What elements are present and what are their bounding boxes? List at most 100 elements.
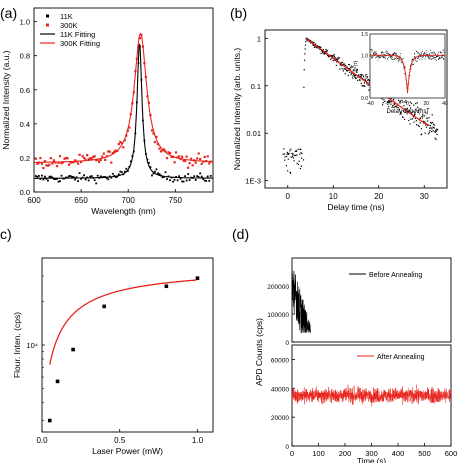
panel-d-top-legend-entry: Before Annealing [369, 272, 422, 279]
panel-b-inset-point [381, 51, 383, 53]
panel-a-point-300k [58, 155, 62, 158]
panel-b-inset-point [424, 58, 426, 60]
panel-b-inset-point [423, 53, 425, 54]
panel-b-point [415, 120, 417, 122]
panel-c-point [47, 418, 52, 423]
panel-a-point-11k [187, 173, 190, 175]
panel-a-point-11k [105, 177, 108, 179]
panel-a-point-300k [168, 151, 172, 155]
panel-b-point [303, 59, 306, 61]
panel-b-point [429, 127, 431, 129]
panel-b-inset-point [408, 77, 410, 79]
panel-a-point-11k [152, 172, 155, 175]
panel-a-point-300k [40, 162, 44, 165]
panel-b-point [290, 156, 292, 158]
panel-b-inset-point [420, 54, 422, 56]
panel-b-point [339, 68, 341, 70]
panel-b-inset-point [423, 54, 425, 55]
panel-a-point-11k [169, 179, 171, 182]
panel-b-point [434, 131, 437, 133]
panel-a-point-300k [170, 155, 173, 158]
panel-b-inset-point [380, 56, 382, 58]
panel-b-inset-point [400, 57, 402, 59]
panel-b-point [424, 124, 427, 126]
panel-b-inset-point [375, 51, 377, 53]
panel-b-point [366, 76, 368, 78]
panel-b-inset-point [376, 53, 378, 55]
panel-a-xtick-label: 700 [122, 196, 136, 205]
panel-a-point-300k [93, 155, 96, 158]
panel-b-inset-point [431, 56, 433, 57]
panel-b-inset-point [397, 58, 398, 59]
panel-a-point-300k [66, 157, 69, 160]
panel-d-xtick-label: 400 [392, 449, 405, 458]
panel-b-point [417, 110, 420, 112]
panel-b-point [404, 111, 407, 113]
panel-a-point-11k [173, 178, 176, 181]
panel-a-point-11k [157, 172, 159, 175]
panel-b-point [325, 48, 327, 51]
panel-a-point-300k [96, 158, 99, 161]
panel-b-point [382, 102, 384, 104]
panel-b-inset-point [397, 55, 399, 57]
panel-a-ytick-label: 0.6 [20, 86, 30, 95]
panel-a-point-300k [165, 156, 169, 160]
panel-a-point-300k [187, 166, 190, 169]
panel-b-inset-point [374, 51, 376, 53]
panel-b-inset-point [378, 57, 380, 59]
panel-b-inset-point [435, 59, 437, 61]
panel-b-point [322, 51, 324, 53]
panel-b-point [332, 54, 334, 57]
panel-b-point [290, 148, 292, 150]
panel-a-point-11k [51, 176, 54, 179]
panel-a-point-300k [83, 156, 86, 160]
panel-b-inset-point [440, 57, 442, 59]
panel-d-xtick-label: 500 [418, 449, 431, 458]
panel-b-point [389, 100, 391, 102]
panel-b-point [356, 71, 358, 73]
panel-b-inset-point [397, 57, 399, 59]
panel-b-inset-point [419, 53, 420, 55]
panel-b-point [350, 74, 352, 76]
panel-b-point [417, 111, 419, 113]
panel-a-point-300k [199, 158, 202, 161]
panel-a-point-11k [126, 170, 129, 172]
panel-b-inset-point [434, 56, 435, 58]
panel-b-inset-point [420, 52, 422, 53]
panel-a-legend-marker [46, 14, 49, 18]
panel-a-point-300k [78, 153, 81, 156]
panel-b-point [347, 74, 349, 77]
panel-a-point-300k [117, 142, 120, 146]
panel-b-inset-point [400, 53, 402, 54]
panel-a-point-300k [105, 155, 108, 158]
panel-b-point [301, 157, 303, 159]
panel-b-point [289, 172, 292, 174]
panel-b-point [287, 158, 289, 160]
panel-b-inset-point [404, 73, 406, 74]
panel-b-point [321, 50, 323, 52]
panel-b-inset-point [428, 55, 430, 57]
panel-b-point [331, 56, 334, 58]
panel-b-point [429, 129, 431, 132]
panel-a-point-11k [200, 175, 203, 178]
panel-a-point-300k [72, 161, 75, 164]
panel-b-inset-point [398, 58, 400, 60]
panel-d-xtick-label: 100 [312, 449, 325, 458]
panel-b-point [297, 148, 299, 150]
panel-b-point [315, 46, 317, 48]
panel-a-point-300k [156, 143, 160, 146]
panel-b-point [304, 44, 307, 46]
panel-b-point [303, 69, 305, 71]
panel-b-point [285, 165, 287, 167]
panel-b-inset-point [443, 49, 445, 51]
panel-b-inset-point [412, 64, 413, 65]
panel-b-inset-point [429, 57, 430, 59]
panel-b-inset-point [395, 56, 397, 58]
panel-b-inset-point [379, 55, 381, 57]
panel-a-point-300k [67, 163, 71, 166]
panel-b-point [340, 63, 342, 66]
panel-a-point-300k [98, 160, 101, 163]
panel-b-inset-point [393, 53, 395, 55]
panel-b-inset-point [421, 55, 423, 57]
panel-b-inset-point [421, 55, 422, 57]
